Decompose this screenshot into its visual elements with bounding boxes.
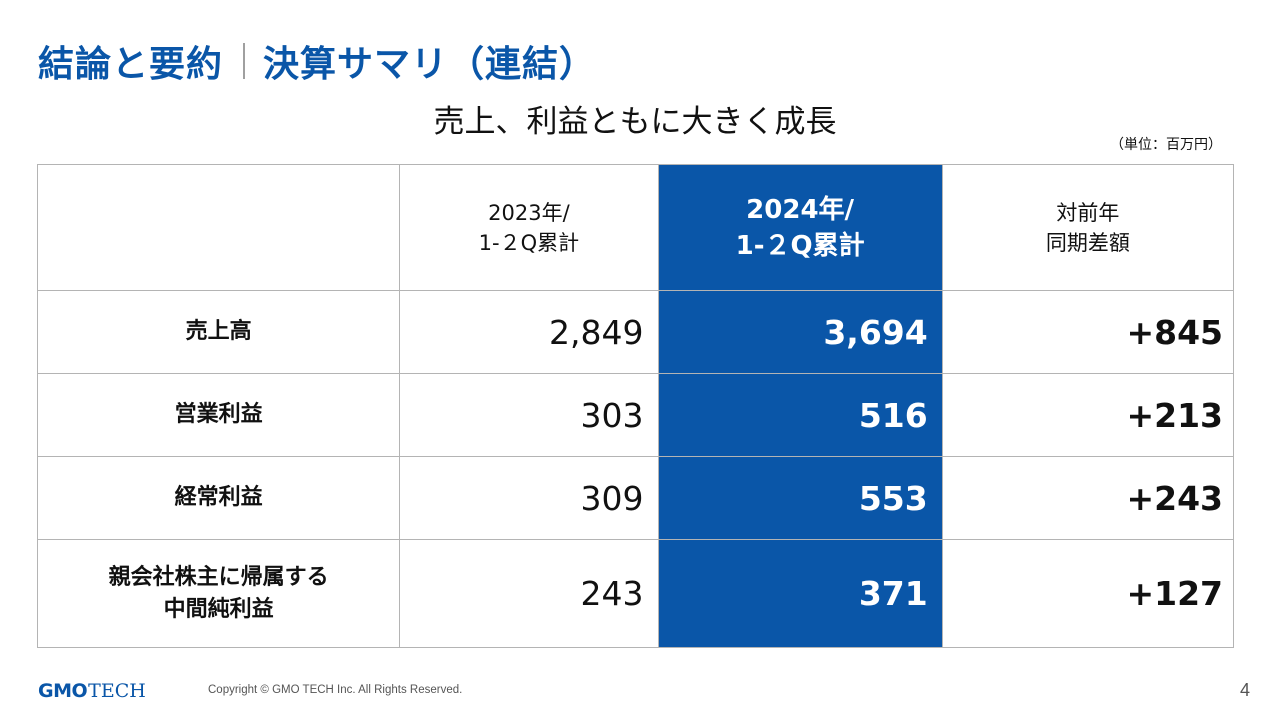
table-row: 親会社株主に帰属する 中間純利益 243 371 +127 bbox=[36, 539, 1235, 648]
title-main: 結論と要約 bbox=[38, 44, 224, 85]
prev-value: 2,849 bbox=[399, 290, 659, 374]
prev-value: 309 bbox=[399, 456, 659, 540]
prev-value: 303 bbox=[399, 373, 659, 457]
diff-value: +127 bbox=[941, 539, 1235, 648]
table-row: 経常利益 309 553 +243 bbox=[36, 456, 1235, 540]
row-label: 売上高 bbox=[36, 290, 401, 374]
row-label: 経常利益 bbox=[36, 456, 401, 540]
table-header-row: 2023年/ 1-２Q累計 2024年/ 1-２Q累計 対前年 同期差額 bbox=[36, 164, 1235, 291]
company-logo: GMO TECH bbox=[38, 680, 146, 702]
current-value: 553 bbox=[657, 456, 943, 540]
copyright-notice: Copyright © GMO TECH Inc. All Rights Res… bbox=[208, 684, 463, 696]
diff-value: +845 bbox=[941, 290, 1235, 374]
logo-gmo: GMO bbox=[38, 680, 88, 702]
row-label: 親会社株主に帰属する 中間純利益 bbox=[36, 539, 401, 648]
slide-subtitle: 売上、利益ともに大きく成長 bbox=[433, 104, 837, 140]
title-section: 決算サマリ（連結） bbox=[263, 44, 597, 85]
header-prev-period: 2023年/ 1-２Q累計 bbox=[399, 164, 659, 291]
diff-value: +213 bbox=[941, 373, 1235, 457]
header-empty-cell bbox=[36, 164, 401, 291]
diff-value: +243 bbox=[941, 456, 1235, 540]
logo-tech: TECH bbox=[88, 680, 146, 702]
title-separator bbox=[243, 43, 246, 79]
page-title: 結論と要約 決算サマリ（連結） bbox=[38, 36, 596, 86]
unit-label: （単位：百万円） bbox=[1110, 137, 1222, 153]
current-value: 516 bbox=[657, 373, 943, 457]
page-number: 4 bbox=[1239, 680, 1250, 700]
row-label: 営業利益 bbox=[36, 373, 401, 457]
current-value: 3,694 bbox=[657, 290, 943, 374]
header-yoy-diff: 対前年 同期差額 bbox=[941, 164, 1235, 291]
current-value: 371 bbox=[657, 539, 943, 648]
table-row: 営業利益 303 516 +213 bbox=[36, 373, 1235, 457]
table-row: 売上高 2,849 3,694 +845 bbox=[36, 290, 1235, 374]
prev-value: 243 bbox=[399, 539, 659, 648]
financial-summary-table: 2023年/ 1-２Q累計 2024年/ 1-２Q累計 対前年 同期差額 売上高… bbox=[36, 164, 1235, 648]
header-current-period: 2024年/ 1-２Q累計 bbox=[657, 164, 943, 291]
